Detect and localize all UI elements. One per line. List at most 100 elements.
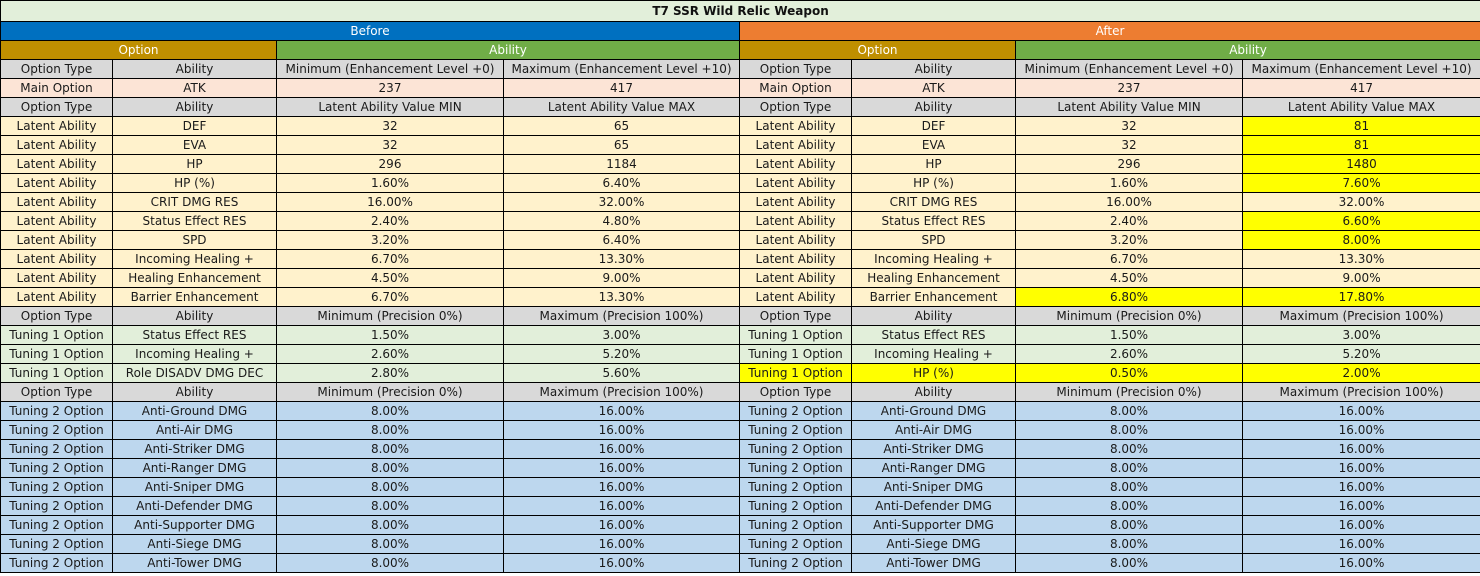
table-row: Latent Ability SPD 3.20% 6.40% Latent Abilit… xyxy=(0,230,1480,250)
before-min-value-cell: 1.60% xyxy=(276,173,504,193)
before-option-type-cell: Latent Ability xyxy=(0,192,113,212)
table-row: Tuning 2 Option Anti-Striker DMG 8.00% 16.0… xyxy=(0,439,1480,459)
after-ability-cell: Incoming Healing + xyxy=(851,249,1016,269)
before-ability-cell: Ability xyxy=(112,382,277,402)
before-min-value-cell: 8.00% xyxy=(276,401,504,421)
table-row: Latent Ability DEF 32 65 Latent Ability DEF 32… xyxy=(0,116,1480,136)
after-max-value-cell: 13.30% xyxy=(1241,249,1480,269)
before-option-type-cell: Tuning 2 Option xyxy=(0,401,113,421)
after-max-value-cell: 16.00% xyxy=(1241,534,1480,554)
after-option-type-cell: Latent Ability xyxy=(739,211,852,231)
after-option-type-cell: Latent Ability xyxy=(739,154,852,174)
after-ability-cell: CRIT DMG RES xyxy=(851,192,1016,212)
after-min-value-cell: Latent Ability Value MIN xyxy=(1015,97,1243,117)
after-max-value-cell: Maximum (Precision 100%) xyxy=(1241,382,1480,402)
before-option-type-cell: Tuning 1 Option xyxy=(0,363,113,383)
before-option-type-cell: Latent Ability xyxy=(0,249,113,269)
after-max-value-cell: 16.00% xyxy=(1241,401,1480,421)
before-option-type-cell: Latent Ability xyxy=(0,116,113,136)
before-min-value-cell: 3.20% xyxy=(276,230,504,250)
before-ability-cell: EVA xyxy=(112,135,277,155)
before-ability-cell: Ability xyxy=(112,97,277,117)
column-header-row: Option Type Ability Latent Ability Value M… xyxy=(0,97,1480,117)
after-option-type-cell: Option Type xyxy=(739,59,852,79)
before-ability-cell: Anti-Tower DMG xyxy=(112,553,277,573)
after-max-value-cell: 16.00% xyxy=(1241,420,1480,440)
after-min-value-cell: 2.60% xyxy=(1015,344,1243,364)
before-min-value-cell: 16.00% xyxy=(276,192,504,212)
before-min-value-cell: 8.00% xyxy=(276,420,504,440)
after-max-value-cell: 17.80% xyxy=(1241,287,1480,307)
after-min-value-cell: 3.20% xyxy=(1015,230,1243,250)
before-min-value-cell: 8.00% xyxy=(276,439,504,459)
before-min-value-cell: 8.00% xyxy=(276,496,504,516)
column-header-row: Option Type Ability Minimum (Precision 0%)… xyxy=(0,382,1480,402)
after-min-value-cell: 8.00% xyxy=(1015,458,1243,478)
after-ability-cell: Anti-Ranger DMG xyxy=(851,458,1016,478)
after-max-value-cell: 5.20% xyxy=(1241,344,1480,364)
before-max-value-cell: 16.00% xyxy=(503,496,740,516)
before-ability-cell: Incoming Healing + xyxy=(112,249,277,269)
before-max-value-cell: 13.30% xyxy=(503,287,740,307)
before-option-type-cell: Latent Ability xyxy=(0,211,113,231)
before-option-type-cell: Latent Ability xyxy=(0,154,113,174)
table-row: Tuning 1 Option Incoming Healing +2.60% 5.… xyxy=(0,344,1480,364)
before-option-type-cell: Tuning 2 Option xyxy=(0,553,113,573)
after-ability-cell: DEF xyxy=(851,116,1016,136)
before-ability-cell: Anti-Air DMG xyxy=(112,420,277,440)
before-option-type-cell: Option Type xyxy=(0,306,113,326)
after-min-value-cell: 1.50% xyxy=(1015,325,1243,345)
after-max-value-cell: 16.00% xyxy=(1241,496,1480,516)
before-min-value-cell: 237 xyxy=(276,78,504,98)
before-max-value-cell: 16.00% xyxy=(503,553,740,573)
before-min-value-cell: 2.40% xyxy=(276,211,504,231)
after-ability-cell: Anti-Siege DMG xyxy=(851,534,1016,554)
after-option-type-cell: Latent Ability xyxy=(739,135,852,155)
after-min-value-cell: 8.00% xyxy=(1015,401,1243,421)
before-max-value-cell: 16.00% xyxy=(503,534,740,554)
before-ability-cell: Anti-Defender DMG xyxy=(112,496,277,516)
before-ability-cell: Anti-Supporter DMG xyxy=(112,515,277,535)
after-min-value-cell: 32 xyxy=(1015,135,1243,155)
table-row: Main Option ATK 237 417 Main Option ATK 237 417 xyxy=(0,78,1480,98)
after-min-value-cell: 0.50% xyxy=(1015,363,1243,383)
after-max-value-cell: 16.00% xyxy=(1241,515,1480,535)
after-max-value-cell: 81 xyxy=(1241,116,1480,136)
before-ability-group: Ability xyxy=(276,40,740,60)
before-option-type-cell: Main Option xyxy=(0,78,113,98)
after-ability-cell: Anti-Air DMG xyxy=(851,420,1016,440)
after-ability-cell: Anti-Supporter DMG xyxy=(851,515,1016,535)
before-min-value-cell: Minimum (Precision 0%) xyxy=(276,382,504,402)
before-ability-cell: Barrier Enhancement xyxy=(112,287,277,307)
after-min-value-cell: Minimum (Precision 0%) xyxy=(1015,306,1243,326)
after-max-value-cell: 417 xyxy=(1241,78,1480,98)
after-ability-cell: Ability xyxy=(851,382,1016,402)
before-option-type-cell: Option Type xyxy=(0,382,113,402)
after-option-type-cell: Latent Ability xyxy=(739,173,852,193)
after-min-value-cell: 4.50% xyxy=(1015,268,1243,288)
before-max-value-cell: 16.00% xyxy=(503,515,740,535)
before-ability-cell: DEF xyxy=(112,116,277,136)
after-max-value-cell: 16.00% xyxy=(1241,477,1480,497)
before-ability-cell: HP (%) xyxy=(112,173,277,193)
table-row: Tuning 2 Option Anti-Ground DMG 8.00% 16.00… xyxy=(0,401,1480,421)
after-max-value-cell: Maximum (Precision 100%) xyxy=(1241,306,1480,326)
after-min-value-cell: 16.00% xyxy=(1015,192,1243,212)
after-ability-cell: Ability xyxy=(851,59,1016,79)
after-option-type-cell: Tuning 2 Option xyxy=(739,439,852,459)
before-ability-cell: Role DISADV DMG DEC xyxy=(112,363,277,383)
after-option-type-cell: Tuning 2 Option xyxy=(739,420,852,440)
after-min-value-cell: 8.00% xyxy=(1015,439,1243,459)
table-row: Tuning 2 Option Anti-Supporter DMG 8.00% 16… xyxy=(0,515,1480,535)
before-ability-cell: Status Effect RES xyxy=(112,325,277,345)
after-option-type-cell: Tuning 2 Option xyxy=(739,553,852,573)
after-max-value-cell: 7.60% xyxy=(1241,173,1480,193)
column-header-row: Option Type Ability Minimum (Precision 0%)… xyxy=(0,306,1480,326)
title-row: T7 SSR Wild Relic Weapon xyxy=(0,0,1480,22)
after-max-value-cell: 16.00% xyxy=(1241,553,1480,573)
after-ability-cell: Incoming Healing + xyxy=(851,344,1016,364)
after-min-value-cell: 8.00% xyxy=(1015,534,1243,554)
before-option-type-cell: Latent Ability xyxy=(0,135,113,155)
before-min-value-cell: Latent Ability Value MIN xyxy=(276,97,504,117)
before-ability-cell: HP xyxy=(112,154,277,174)
